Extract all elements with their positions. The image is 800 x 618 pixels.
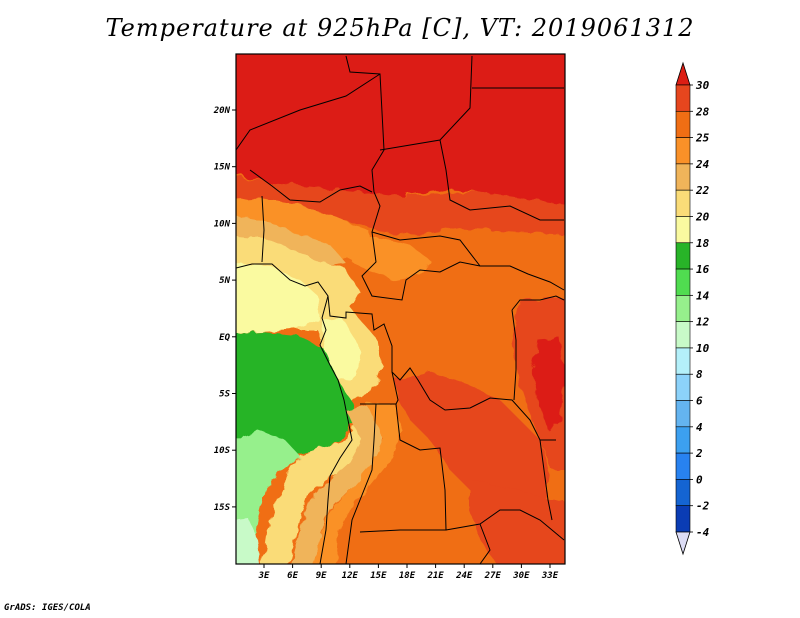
colorbar-label: 18 xyxy=(696,237,710,250)
plot-frame xyxy=(235,53,566,565)
y-tick-label: 10S xyxy=(214,446,231,456)
colorbar-segment xyxy=(675,242,691,270)
colorbar-label: 6 xyxy=(696,395,703,408)
colorbar-label: 30 xyxy=(695,79,710,92)
colorbar-bottom-arrow xyxy=(675,531,691,556)
colorbar-label: 14 xyxy=(696,289,710,302)
colorbar-segment xyxy=(675,295,691,322)
x-tick-label: 24E xyxy=(455,571,473,581)
colorbar-label: 12 xyxy=(696,316,710,329)
colorbar-label: 0 xyxy=(696,473,703,486)
y-tick-label: EQ xyxy=(219,333,230,343)
colorbar-segment xyxy=(675,347,691,375)
colorbar-label: -2 xyxy=(696,500,710,513)
chart-title: Temperature at 925hPa [C], VT: 201906131… xyxy=(105,14,695,42)
colorbar-label: 22 xyxy=(695,184,710,197)
colorbar-label: 28 xyxy=(695,105,710,118)
y-tick-label: 20N xyxy=(213,106,231,116)
x-tick-label: 3E xyxy=(258,571,270,581)
y-tick-label: 15S xyxy=(214,503,231,513)
colorbar-segment xyxy=(675,479,691,507)
colorbar-segment xyxy=(675,373,691,401)
colorbar-segment xyxy=(675,110,691,138)
y-tick-label: 10N xyxy=(214,219,231,229)
colorbar-segment xyxy=(675,216,691,244)
x-axis: 3E 6E 9E 12E 15E 18E 21E 24E 27E 30E 33E xyxy=(258,564,559,581)
colorbar-label: 4 xyxy=(696,421,703,434)
x-tick-label: 27E xyxy=(484,571,502,581)
colorbar-segment xyxy=(675,163,691,191)
x-tick-label: 33E xyxy=(541,571,559,581)
colorbar-label: 25 xyxy=(695,132,710,145)
colorbar-label: 20 xyxy=(695,210,710,223)
colorbar-top-arrow xyxy=(675,61,691,86)
y-tick-label: 5S xyxy=(219,390,230,400)
colorbar-segment xyxy=(675,452,691,480)
colorbar-segment xyxy=(675,84,691,112)
colorbar-label: 24 xyxy=(695,158,710,171)
colorbar-segment xyxy=(675,505,691,533)
colorbar-segment xyxy=(675,426,691,454)
x-tick-label: 9E xyxy=(316,571,327,581)
x-tick-label: 30E xyxy=(512,571,530,581)
x-tick-label: 21E xyxy=(426,571,444,581)
colorbar-segment xyxy=(675,321,691,349)
colorbar-label: 10 xyxy=(696,342,710,355)
grads-credit: GrADS: IGES/COLA xyxy=(4,603,91,613)
colorbar-segment xyxy=(675,137,691,165)
colorbar-segment xyxy=(675,189,691,217)
country-borders xyxy=(236,55,565,564)
x-tick-label: 12E xyxy=(342,571,359,581)
temperature-field xyxy=(236,54,565,564)
colorbar-label: 2 xyxy=(695,447,703,460)
x-tick-label: 6E xyxy=(287,571,298,581)
y-axis: 20N 15N 10N 5N EQ 5S 10S 15S xyxy=(213,106,236,513)
x-tick-label: 15E xyxy=(370,571,387,581)
colorbar-segment xyxy=(675,268,691,296)
colorbar-label: 16 xyxy=(696,263,710,276)
x-tick-label: 18E xyxy=(399,571,416,581)
cool-ocean-region xyxy=(236,332,355,564)
colorbar-label: -4 xyxy=(696,526,710,539)
y-tick-label: 15N xyxy=(214,163,231,173)
colorbar-label: 8 xyxy=(696,368,703,381)
hot-north-region xyxy=(236,54,565,205)
colorbar-segment xyxy=(675,400,691,428)
y-tick-label: 5N xyxy=(219,276,230,286)
